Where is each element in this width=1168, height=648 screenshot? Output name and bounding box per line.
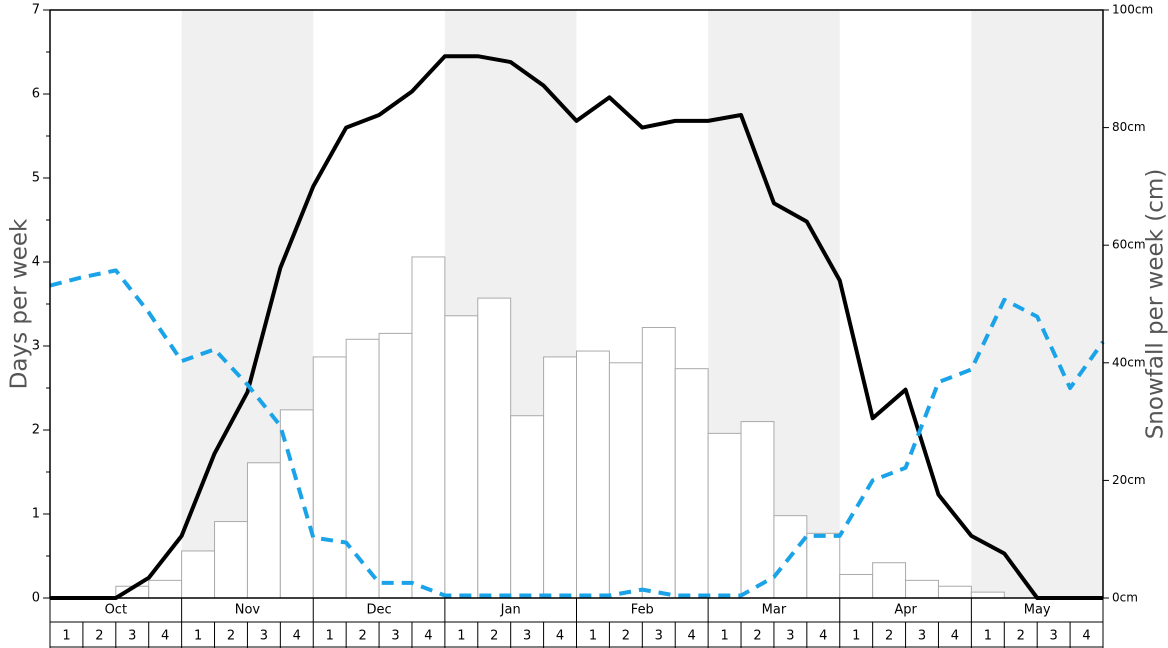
week-label: 2	[622, 629, 630, 644]
month-label: Feb	[631, 603, 654, 618]
y-tick-label: 1	[32, 507, 40, 522]
bar	[872, 562, 907, 599]
week-label: 3	[1050, 629, 1058, 644]
bar	[411, 256, 446, 599]
week-label: 1	[62, 629, 70, 644]
bar	[970, 591, 1005, 599]
bar	[543, 356, 577, 599]
month-label: Nov	[235, 603, 261, 618]
week-label: 3	[918, 629, 926, 644]
week-label: 1	[457, 629, 465, 644]
y-tick-label: 6	[32, 87, 40, 102]
y-tick-label: 2	[32, 423, 40, 438]
bar	[576, 350, 610, 599]
week-label: 4	[1082, 629, 1090, 644]
month-label: Oct	[105, 603, 127, 618]
y2-tick-label: 20cm	[1112, 473, 1146, 487]
y2-tick-label: 80cm	[1112, 120, 1146, 134]
bar	[905, 579, 939, 599]
bar	[148, 579, 183, 599]
week-label: 3	[260, 629, 268, 644]
bar	[806, 532, 841, 599]
week-label: 1	[984, 629, 992, 644]
bar	[641, 327, 676, 599]
y-tick-label: 0	[32, 591, 40, 606]
week-label: 4	[951, 629, 959, 644]
week-label: 3	[391, 629, 399, 644]
month-label: Apr	[894, 603, 917, 618]
week-label: 2	[1017, 629, 1025, 644]
week-label: 4	[688, 629, 696, 644]
week-label: 4	[161, 629, 169, 644]
bar	[181, 550, 216, 599]
y-tick-label: 4	[32, 255, 40, 270]
week-label: 2	[95, 629, 103, 644]
week-label: 4	[424, 629, 432, 644]
month-label: May	[1024, 603, 1051, 618]
week-label: 1	[852, 629, 860, 644]
bar	[246, 462, 281, 599]
bar	[345, 338, 380, 599]
month-label: Dec	[366, 603, 391, 618]
bar	[707, 432, 742, 599]
y2-tick-label: 100cm	[1112, 3, 1153, 17]
bar	[510, 415, 545, 599]
bar	[477, 297, 512, 599]
month-label: Jan	[500, 603, 521, 618]
week-label: 1	[194, 629, 202, 644]
week-label: 4	[556, 629, 564, 644]
week-label: 2	[885, 629, 893, 644]
week-label: 2	[358, 629, 366, 644]
bar	[214, 521, 248, 599]
bar	[444, 315, 479, 599]
month-label: Mar	[762, 603, 787, 618]
y-tick-label: 5	[32, 171, 40, 186]
y2-tick-label: 0cm	[1112, 591, 1138, 605]
week-label: 2	[227, 629, 235, 644]
bar	[378, 332, 413, 599]
y-tick-label: 3	[32, 339, 40, 354]
y-tick-label: 7	[32, 3, 40, 18]
month-shade	[971, 10, 1103, 598]
bar	[674, 368, 709, 599]
week-label: 4	[819, 629, 827, 644]
week-label: 1	[589, 629, 597, 644]
week-label: 2	[753, 629, 761, 644]
series-line	[49, 268, 1105, 598]
bar	[312, 356, 347, 599]
bar	[839, 573, 874, 599]
y2-tick-label: 60cm	[1112, 238, 1146, 252]
bar	[740, 421, 775, 599]
y2-axis-title: Snowfall per week (cm)	[1143, 169, 1168, 440]
week-label: 3	[523, 629, 531, 644]
week-label: 2	[490, 629, 498, 644]
week-label: 1	[720, 629, 728, 644]
bar	[279, 409, 314, 599]
bar	[608, 362, 643, 599]
series-line	[50, 54, 1103, 600]
week-label: 3	[128, 629, 136, 644]
y2-tick-label: 40cm	[1112, 355, 1146, 369]
week-label: 3	[786, 629, 794, 644]
y-axis-title: Days per week	[7, 218, 33, 389]
week-label: 4	[293, 629, 301, 644]
bar	[937, 585, 972, 599]
week-label: 3	[655, 629, 663, 644]
week-label: 1	[326, 629, 334, 644]
